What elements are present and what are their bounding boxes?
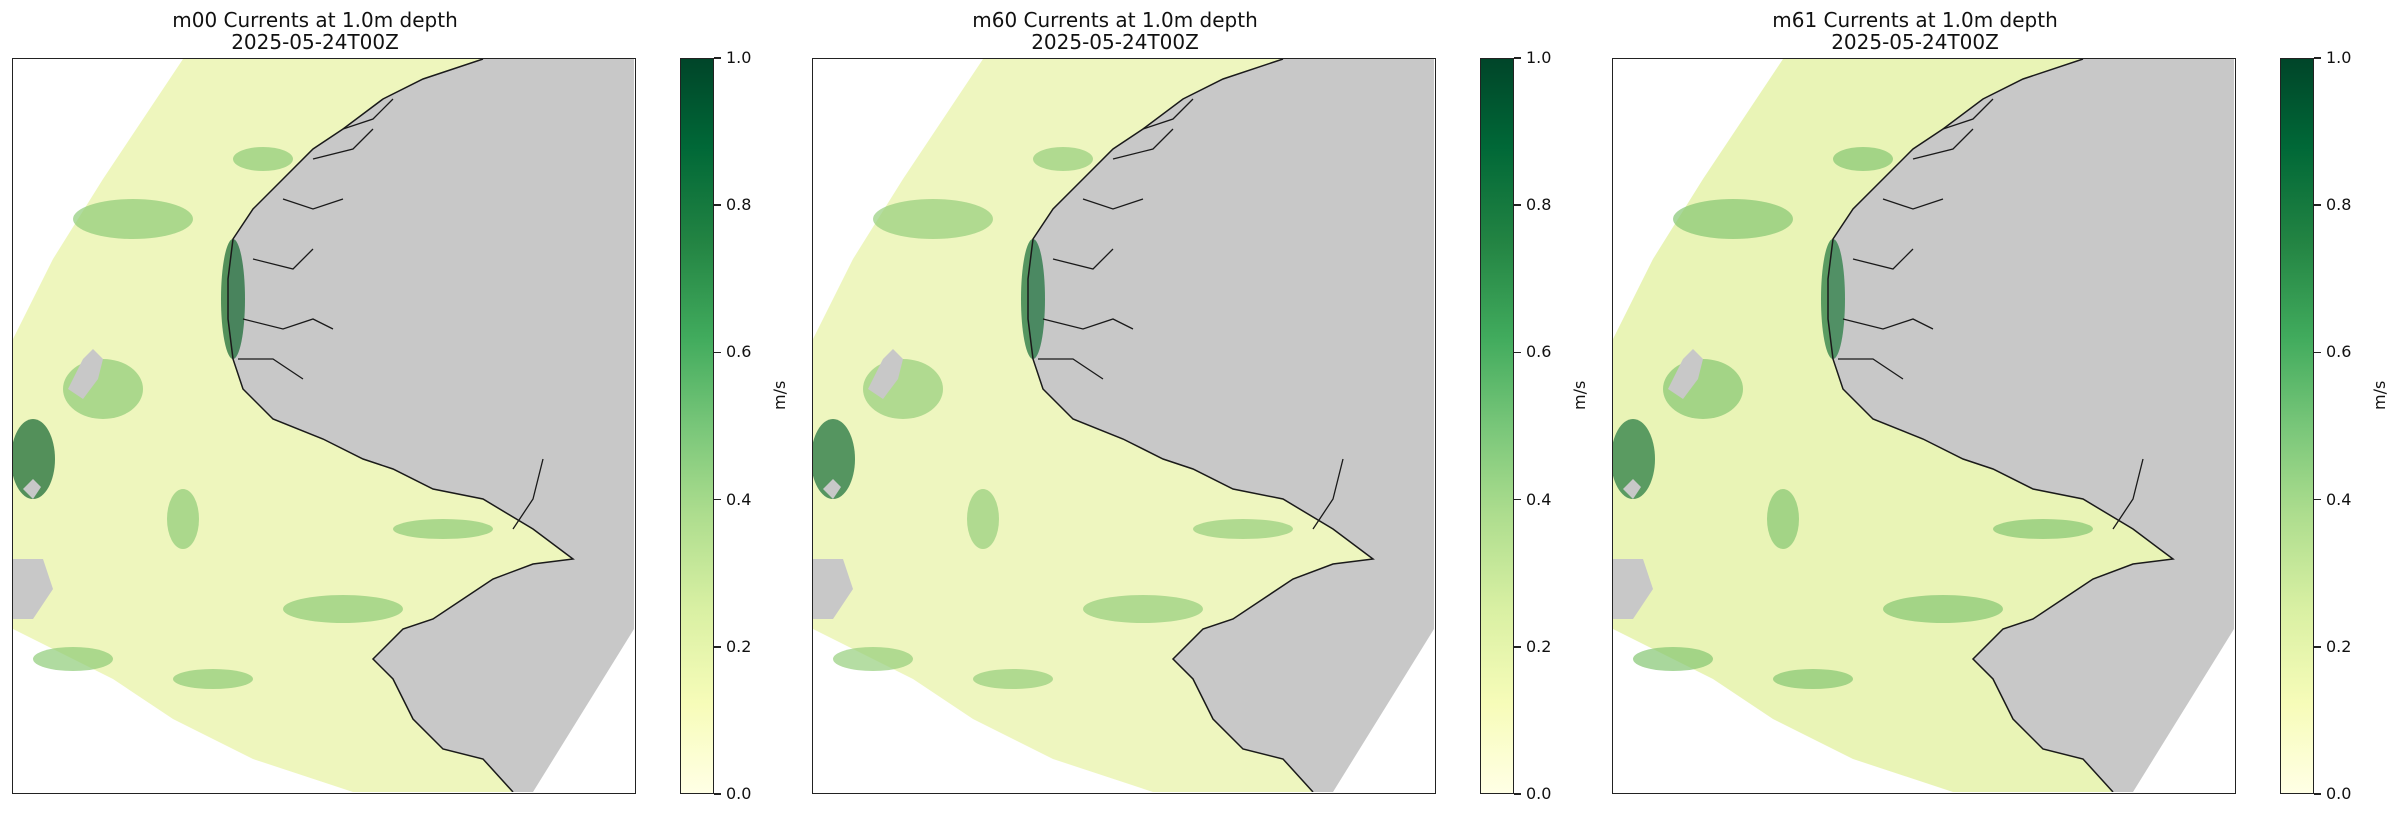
strong-current-features bbox=[1613, 147, 2093, 689]
land-south bbox=[1973, 529, 2234, 792]
island bbox=[1668, 349, 1703, 399]
colorbar-tick-label: 0.6 bbox=[2326, 342, 2352, 362]
coastline bbox=[227, 59, 575, 792]
map-canvas bbox=[13, 59, 634, 792]
colorbar-unit-label: m/s bbox=[2370, 380, 2389, 410]
colorbar-tick-label: 0.0 bbox=[1526, 784, 1552, 803]
colorbar bbox=[1480, 58, 1514, 794]
colorbar bbox=[680, 58, 714, 794]
colorbar-tick bbox=[2314, 793, 2321, 795]
colorbar-tick-label: 0.6 bbox=[1526, 342, 1552, 362]
model-domain-water bbox=[13, 59, 573, 792]
colorbar-tick bbox=[714, 498, 721, 501]
coastline bbox=[1027, 59, 1375, 792]
colorbar-tick bbox=[714, 204, 721, 206]
colorbar-tick-label: 0.0 bbox=[726, 784, 752, 803]
colorbar-tick bbox=[1514, 57, 1521, 59]
island bbox=[1623, 479, 1641, 499]
colorbar-unit-label: m/s bbox=[1570, 380, 1589, 410]
colorbar-tick bbox=[1514, 204, 1521, 206]
colorbar-tick bbox=[714, 646, 721, 648]
colorbar-tick bbox=[1514, 793, 1521, 795]
model-domain-water bbox=[813, 59, 1373, 792]
island bbox=[68, 349, 103, 399]
fjords bbox=[1038, 98, 1344, 530]
panel-subtitle: 2025-05-24T00Z bbox=[1831, 30, 1999, 54]
model-domain-water bbox=[1613, 59, 2173, 792]
island bbox=[868, 349, 903, 399]
colorbar-tick-label: 1.0 bbox=[1526, 48, 1552, 67]
colorbar-tick bbox=[1514, 498, 1521, 501]
colorbar-tick-label: 0.8 bbox=[2326, 195, 2352, 215]
land-south bbox=[1173, 529, 1434, 792]
colorbar-tick-label: 0.2 bbox=[1526, 636, 1552, 656]
map-canvas bbox=[1613, 59, 2234, 792]
colorbar bbox=[2280, 58, 2314, 794]
colorbar-tick-label: 0.4 bbox=[1526, 489, 1552, 509]
land-southwest bbox=[13, 559, 53, 619]
colorbar-tick-label: 1.0 bbox=[2326, 48, 2352, 67]
fjords bbox=[1838, 98, 2144, 530]
island bbox=[23, 479, 41, 499]
map-panel: m60 Currents at 1.0m depth 2025-05-24T00… bbox=[800, 0, 1600, 816]
map-panel: m61 Currents at 1.0m depth 2025-05-24T00… bbox=[1600, 0, 2400, 816]
colorbar-tick bbox=[1514, 646, 1521, 648]
current-speed-map bbox=[12, 58, 636, 794]
panel-subtitle: 2025-05-24T00Z bbox=[1031, 30, 1199, 54]
land-mass bbox=[228, 59, 634, 579]
map-canvas bbox=[813, 59, 1434, 792]
panel-title: m60 Currents at 1.0m depth bbox=[972, 8, 1258, 32]
colorbar-tick-label: 0.2 bbox=[2326, 636, 2352, 656]
outside-domain-corner bbox=[533, 579, 634, 792]
island bbox=[823, 479, 841, 499]
colorbar-tick-label: 0.8 bbox=[726, 195, 752, 215]
land-south bbox=[373, 529, 634, 792]
colorbar-tick bbox=[2314, 498, 2321, 501]
colorbar-unit-label: m/s bbox=[770, 380, 789, 410]
land-southwest bbox=[1613, 559, 1653, 619]
land-mass bbox=[1828, 59, 2234, 579]
colorbar-tick bbox=[714, 793, 721, 795]
colorbar-tick bbox=[2314, 204, 2321, 206]
panel-title: m00 Currents at 1.0m depth bbox=[172, 8, 458, 32]
map-panel: m00 Currents at 1.0m depth 2025-05-24T00… bbox=[0, 0, 800, 816]
colorbar-tick bbox=[2314, 351, 2321, 354]
colorbar-tick bbox=[1514, 351, 1521, 354]
panel-title: m61 Currents at 1.0m depth bbox=[1772, 8, 2058, 32]
panel-subtitle: 2025-05-24T00Z bbox=[231, 30, 399, 54]
current-speed-map bbox=[1612, 58, 2236, 794]
land-southwest bbox=[813, 559, 853, 619]
land-mass bbox=[1028, 59, 1434, 579]
outside-domain-corner bbox=[1333, 579, 1434, 792]
colorbar-tick bbox=[2314, 646, 2321, 648]
colorbar-tick-label: 0.8 bbox=[1526, 195, 1552, 215]
colorbar-tick bbox=[714, 351, 721, 354]
strong-current-features bbox=[13, 147, 493, 689]
colorbar-tick-label: 0.2 bbox=[726, 636, 752, 656]
current-speed-map bbox=[812, 58, 1436, 794]
outside-domain-corner bbox=[2133, 579, 2234, 792]
colorbar-tick bbox=[2314, 57, 2321, 59]
colorbar-tick-label: 1.0 bbox=[726, 48, 752, 67]
coastline bbox=[1827, 59, 2175, 792]
colorbar-tick bbox=[714, 57, 721, 59]
colorbar-tick-label: 0.6 bbox=[726, 342, 752, 362]
colorbar-tick-label: 0.0 bbox=[2326, 784, 2352, 803]
fjords bbox=[238, 98, 544, 530]
colorbar-tick-label: 0.4 bbox=[2326, 489, 2352, 509]
colorbar-tick-label: 0.4 bbox=[726, 489, 752, 509]
